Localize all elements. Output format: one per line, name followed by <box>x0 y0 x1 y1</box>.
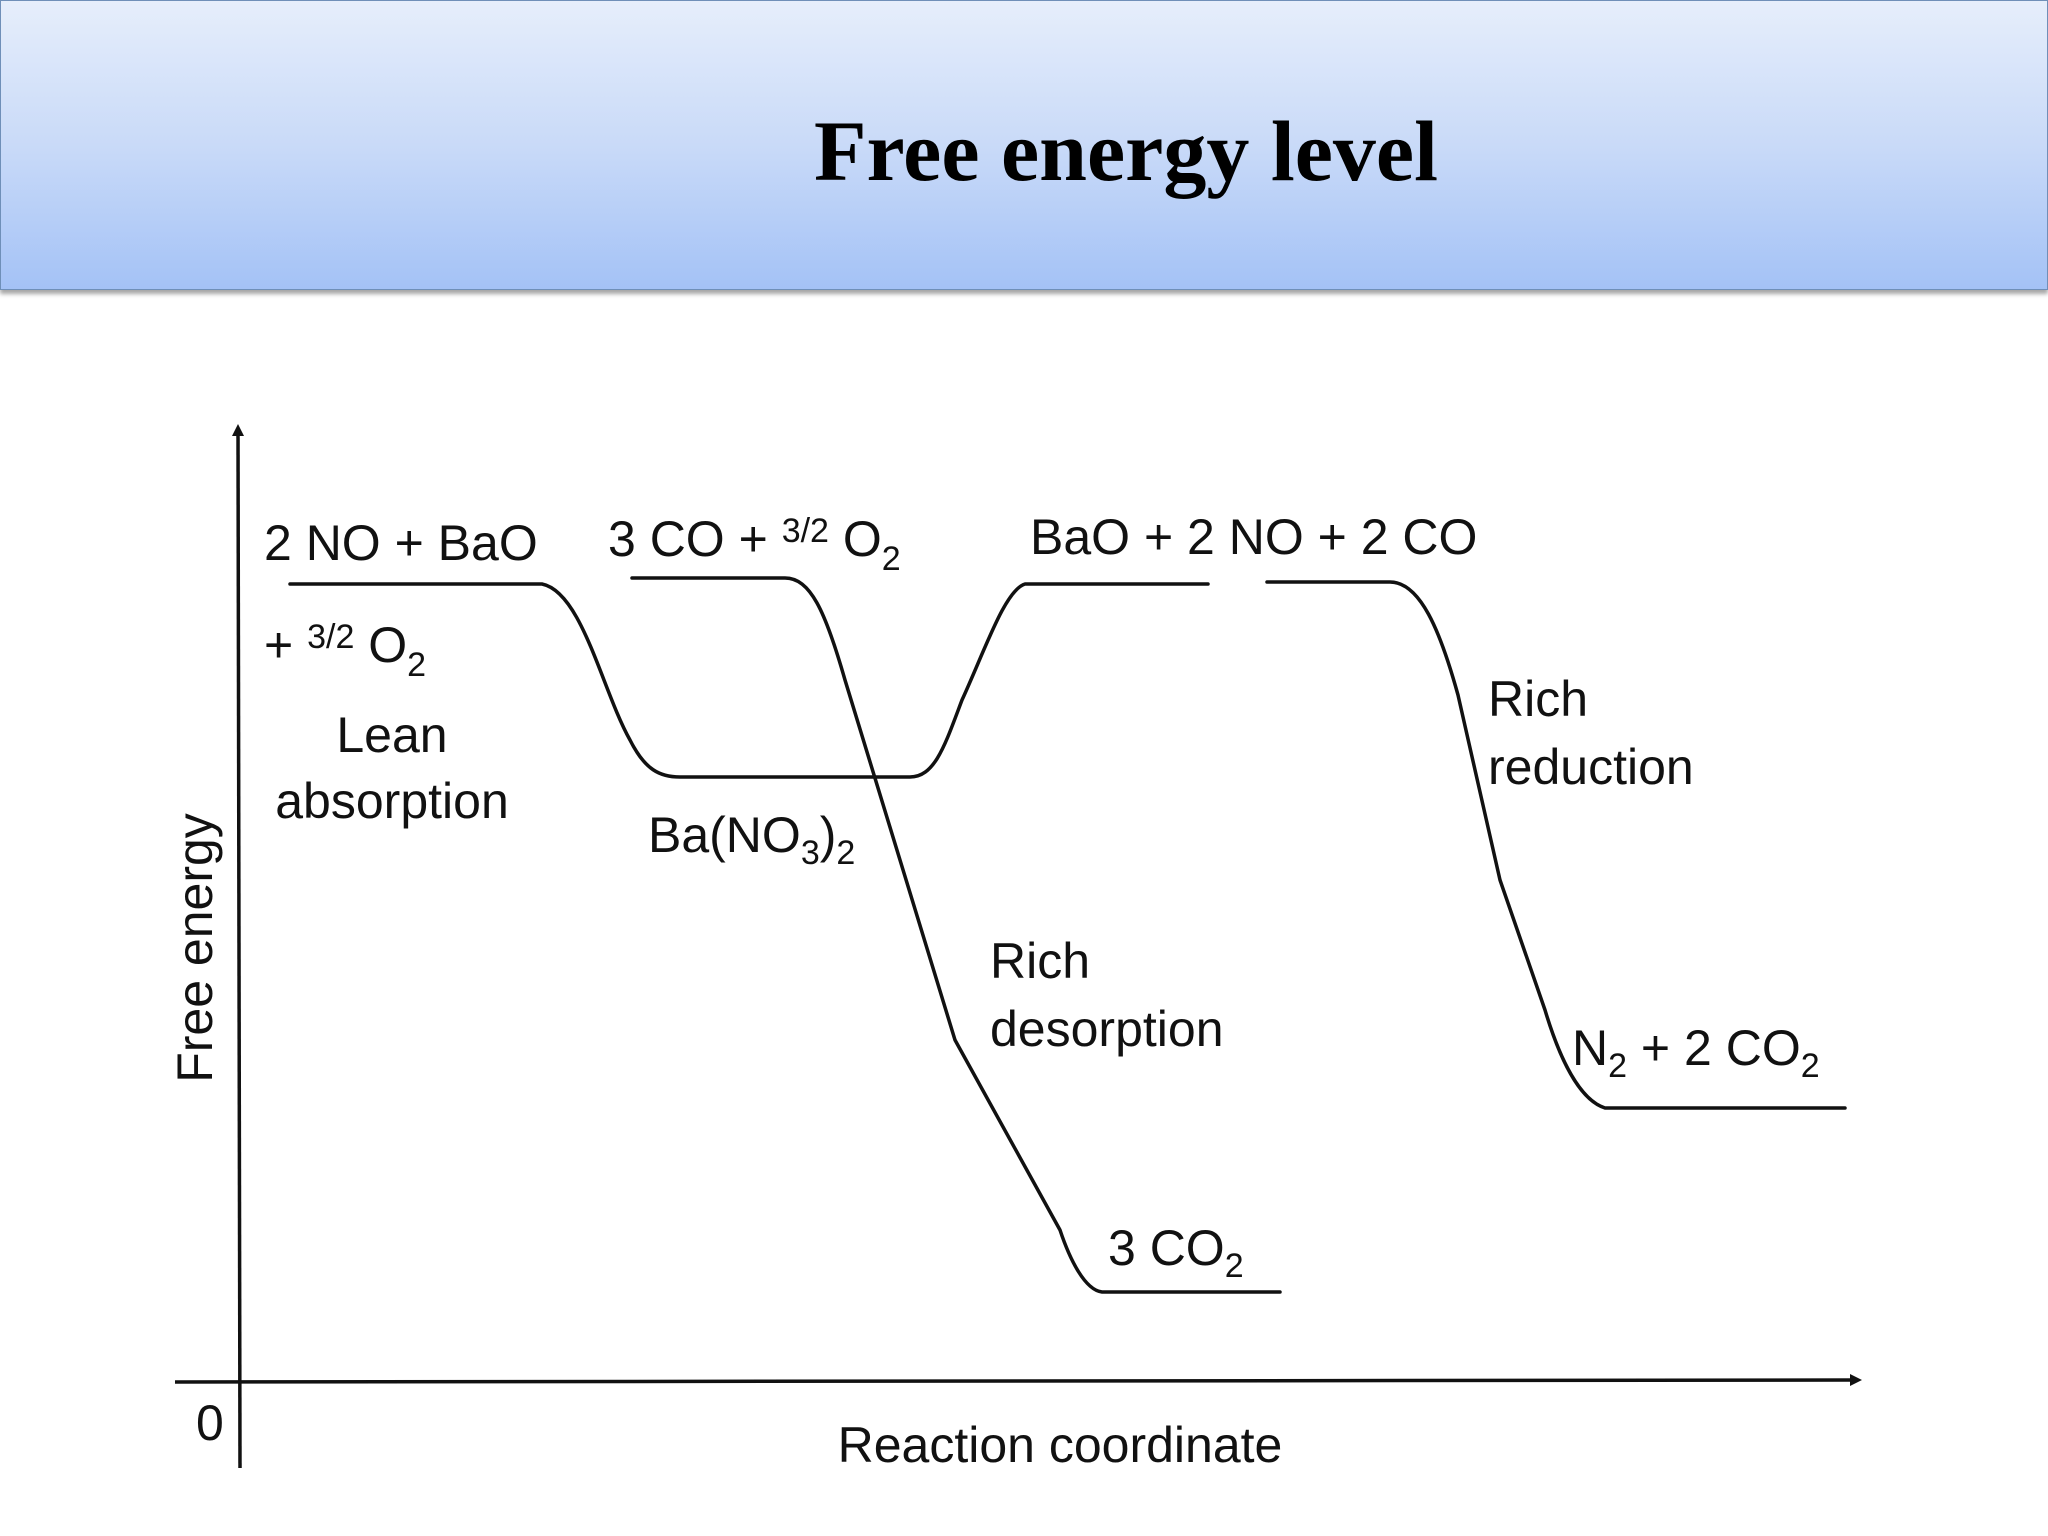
y-axis-label: Free energy <box>167 813 223 1083</box>
curve-absorption-regeneration <box>288 582 1210 779</box>
step-label-rich-desorption-line2: desorption <box>990 1001 1224 1057</box>
x-axis-label: Reaction coordinate <box>838 1417 1283 1473</box>
step-label-rich-reduction-line2: reduction <box>1488 739 1694 795</box>
step-label-rich-reduction-line1: Rich <box>1488 671 1588 727</box>
level-label-barium-nitrate: Ba(NO3)2 <box>648 807 855 872</box>
slide-title: Free energy level <box>814 103 1438 199</box>
level-label-reactants-line1: 2 NO + BaO <box>264 515 538 571</box>
level-label-reactants-line2: + 3/2 O2 <box>264 617 426 684</box>
level-label-bao-no-co: BaO + 2 NO + 2 CO <box>1030 509 1477 565</box>
level-label-n2-co2: N2 + 2 CO2 <box>1572 1020 1820 1085</box>
origin-label: 0 <box>196 1395 224 1451</box>
level-label-co-o2: 3 CO + 3/2 O2 <box>608 511 901 578</box>
curve-rich-desorption <box>630 576 1282 1294</box>
step-label-rich-desorption-line1: Rich <box>990 933 1090 989</box>
y-axis <box>232 424 245 1469</box>
x-axis <box>174 1374 1862 1387</box>
curve-rich-reduction <box>1265 580 1847 1110</box>
step-label-lean-line2: absorption <box>275 773 509 829</box>
step-label-lean-line1: Lean <box>336 707 447 763</box>
title-bar: Free energy level <box>0 0 2048 290</box>
level-label-co2: 3 CO2 <box>1108 1220 1244 1285</box>
